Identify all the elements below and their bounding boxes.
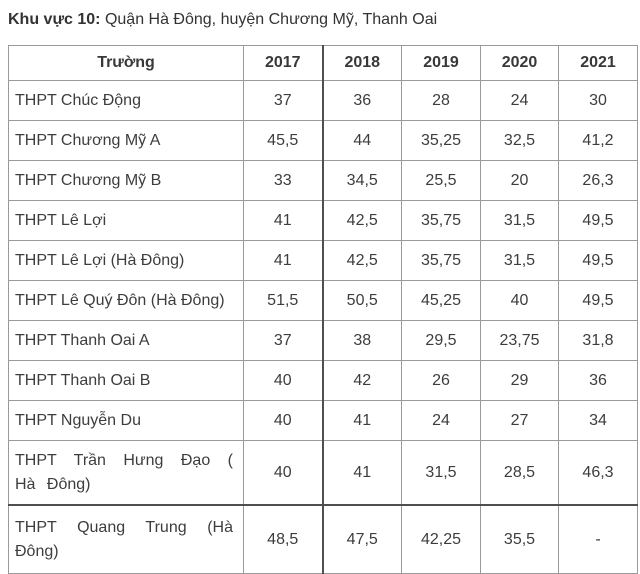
score-cell: 41 xyxy=(243,240,323,282)
score-cell: 35,75 xyxy=(401,240,481,282)
score-cell: 33 xyxy=(243,160,323,202)
score-cell: 51,5 xyxy=(243,280,323,322)
region-description: Quận Hà Đông, huyện Chương Mỹ, Thanh Oai xyxy=(100,11,438,28)
score-cell: 24 xyxy=(401,400,481,442)
school-name-cell: THPT Thanh Oai B xyxy=(8,360,244,402)
score-cell: 36 xyxy=(321,80,402,122)
score-cell: 46,3 xyxy=(558,440,638,506)
score-cell: 50,5 xyxy=(321,280,402,322)
score-cell: 36 xyxy=(558,360,638,402)
score-cell: 37 xyxy=(243,320,323,362)
region-label: Khu vực 10: xyxy=(8,11,101,28)
score-cell: 31,5 xyxy=(480,200,559,242)
school-name-cell: THPT Chương Mỹ B xyxy=(8,160,244,202)
table-row: THPT Thanh Oai B 40 42 26 29 36 xyxy=(8,360,638,402)
score-cell: 45,5 xyxy=(243,120,323,162)
score-cell: 32,5 xyxy=(480,120,559,162)
score-cell: 49,5 xyxy=(558,240,638,282)
score-cell: 31,5 xyxy=(480,240,559,282)
score-cell: 44 xyxy=(321,120,402,162)
score-cell: 26 xyxy=(401,360,481,402)
score-cell: 34 xyxy=(558,400,638,442)
table-row: THPT Chương Mỹ A 45,5 44 35,25 32,5 41,2 xyxy=(8,120,638,162)
score-cell: 48,5 xyxy=(243,504,323,574)
score-cell: 25,5 xyxy=(401,160,481,202)
table-row: THPT Chương Mỹ B 33 34,5 25,5 20 26,3 xyxy=(8,160,638,202)
table-row: THPT Trần Hưng Đạo ( Hà Đông) 40 41 31,5… xyxy=(8,440,638,506)
score-cell: 41 xyxy=(321,440,402,506)
score-cell: 45,25 xyxy=(401,280,481,322)
score-cell: 40 xyxy=(243,400,323,442)
score-cell: 42 xyxy=(321,360,402,402)
score-cell: 34,5 xyxy=(321,160,402,202)
score-cell: 41,2 xyxy=(558,120,638,162)
table-row: THPT Lê Lợi 41 42,5 35,75 31,5 49,5 xyxy=(8,200,638,242)
table-row: THPT Thanh Oai A 37 38 29,5 23,75 31,8 xyxy=(8,320,638,362)
score-cell: 28 xyxy=(401,80,481,122)
score-cell: 40 xyxy=(243,360,323,402)
school-name-cell: THPT Trần Hưng Đạo ( Hà Đông) xyxy=(8,440,244,506)
column-header-2018: 2018 xyxy=(321,45,402,82)
score-cell: 41 xyxy=(321,400,402,442)
column-header-2021: 2021 xyxy=(558,45,638,82)
score-cell: 30 xyxy=(558,80,638,122)
table-row: THPT Quang Trung (Hà Đông) 48,5 47,5 42,… xyxy=(8,504,638,574)
score-cell: 42,5 xyxy=(321,240,402,282)
score-cell: 27 xyxy=(480,400,559,442)
score-cell: 35,25 xyxy=(401,120,481,162)
school-name-cell: THPT Thanh Oai A xyxy=(8,320,244,362)
school-name-cell: THPT Chúc Động xyxy=(8,80,244,122)
school-name-cell: THPT Quang Trung (Hà Đông) xyxy=(8,504,244,574)
table-row: THPT Lê Lợi (Hà Đông) 41 42,5 35,75 31,5… xyxy=(8,240,638,282)
column-header-2020: 2020 xyxy=(480,45,559,82)
school-name-cell: THPT Lê Lợi xyxy=(8,200,244,242)
score-cell: 42,25 xyxy=(401,504,481,574)
score-cell: 42,5 xyxy=(321,200,402,242)
school-name-cell: THPT Nguyễn Du xyxy=(8,400,244,442)
score-cell: 38 xyxy=(321,320,402,362)
score-cell: 49,5 xyxy=(558,280,638,322)
school-name-cell: THPT Lê Lợi (Hà Đông) xyxy=(8,240,244,282)
table-row: THPT Chúc Động 37 36 28 24 30 xyxy=(8,80,638,122)
score-cell: 49,5 xyxy=(558,200,638,242)
score-cell: 35,75 xyxy=(401,200,481,242)
score-cell: 20 xyxy=(480,160,559,202)
page-title: Khu vực 10: Quận Hà Đông, huyện Chương M… xyxy=(8,8,640,29)
score-cell: 26,3 xyxy=(558,160,638,202)
score-cell: 40 xyxy=(480,280,559,322)
score-cell: 28,5 xyxy=(480,440,559,506)
school-name-cell: THPT Chương Mỹ A xyxy=(8,120,244,162)
score-cell: 40 xyxy=(243,440,323,506)
column-header-2017: 2017 xyxy=(243,45,323,82)
score-cell: - xyxy=(558,504,638,574)
score-cell: 23,75 xyxy=(480,320,559,362)
table-row: THPT Lê Quý Đôn (Hà Đông) 51,5 50,5 45,2… xyxy=(8,280,638,322)
header-row: Trường 2017 2018 2019 2020 2021 xyxy=(8,45,638,82)
score-cell: 31,8 xyxy=(558,320,638,362)
school-name-cell: THPT Lê Quý Đôn (Hà Đông) xyxy=(8,280,244,322)
score-cell: 29 xyxy=(480,360,559,402)
score-cell: 24 xyxy=(480,80,559,122)
column-header-2019: 2019 xyxy=(401,45,481,82)
score-cell: 47,5 xyxy=(321,504,402,574)
score-cell: 41 xyxy=(243,200,323,242)
column-header-school: Trường xyxy=(8,45,244,82)
score-cell: 37 xyxy=(243,80,323,122)
score-cell: 31,5 xyxy=(401,440,481,506)
score-cell: 29,5 xyxy=(401,320,481,362)
table-row: THPT Nguyễn Du 40 41 24 27 34 xyxy=(8,400,638,442)
score-cell: 35,5 xyxy=(480,504,559,574)
benchmark-score-table: Trường 2017 2018 2019 2020 2021 THPT Chú… xyxy=(8,45,638,574)
